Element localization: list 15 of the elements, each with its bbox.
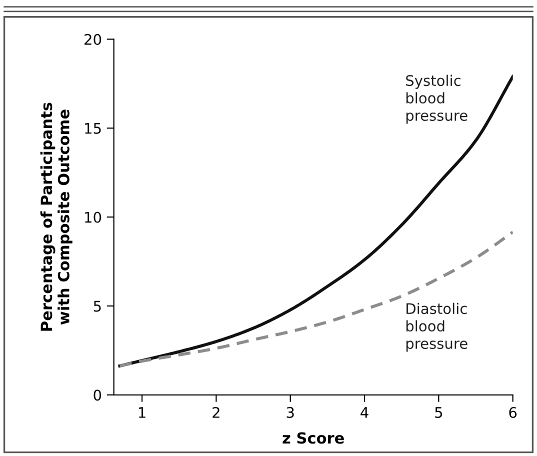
y-tick-label: 10: [85, 212, 102, 223]
x-tick-label: 6: [509, 406, 517, 418]
y-tick-label: 0: [94, 390, 102, 401]
y-axis-title: Percentage of Participants with Composite Outcome: [40, 102, 72, 331]
x-tick-label: 1: [138, 407, 146, 418]
x-tick-label: 3: [286, 406, 294, 418]
x-tick-label: 4: [360, 407, 368, 418]
y-tick-label: 5: [94, 300, 101, 312]
y-tick-label: 20: [84, 34, 102, 45]
x-tick-label: 5: [435, 407, 442, 418]
series-label: Diastolic blood pressure: [406, 302, 468, 352]
x-axis-title: z Score: [282, 432, 344, 444]
x-tick-label: 2: [212, 406, 220, 418]
series-label: Systolic blood pressure: [406, 74, 468, 124]
y-tick-label: 15: [85, 123, 101, 134]
